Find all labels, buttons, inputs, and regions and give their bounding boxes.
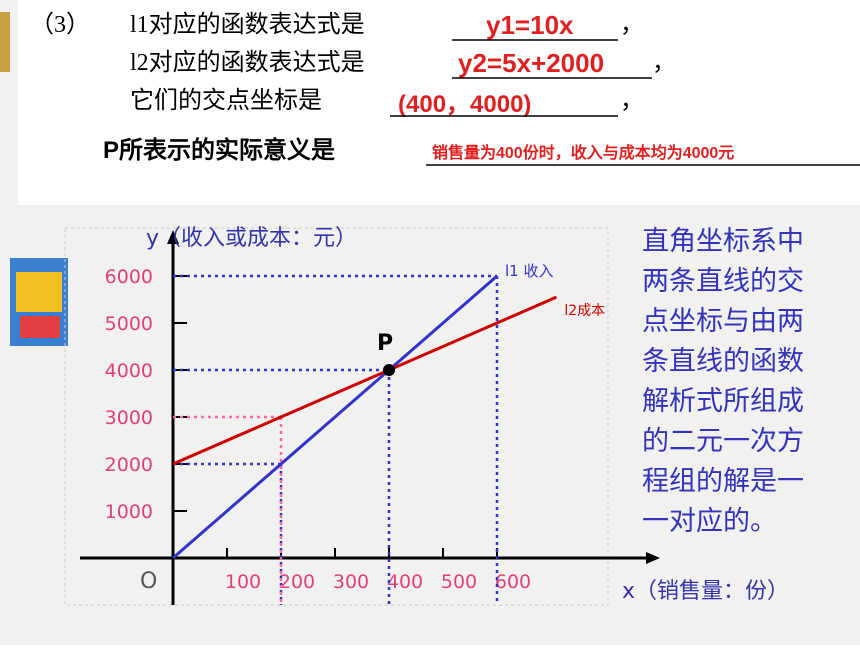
note-line: 直角坐标系中 [642, 226, 804, 257]
y-tick-label: 5000 [105, 313, 153, 335]
question-text: l1对应的函数表达式是 [130, 11, 365, 38]
series-label: l1 收入 [505, 262, 553, 280]
x-tick-label: 200 [279, 571, 315, 593]
decoration [0, 12, 10, 72]
x-tick-label: 400 [387, 571, 423, 593]
question-text: l2对应的函数表达式是 [130, 49, 365, 76]
question-number: （3） [30, 12, 90, 38]
answer: y1=10x [486, 10, 574, 40]
note-line: 两条直线的交 [642, 266, 804, 297]
question-box [18, 0, 860, 205]
y-axis-arrow [167, 230, 179, 244]
x-tick-label: 500 [441, 571, 477, 593]
cube-image [10, 258, 68, 346]
note-line: 解析式所组成 [642, 386, 804, 417]
origin-label: O [140, 569, 157, 594]
point-label: P [377, 331, 393, 356]
note-line: 条直线的函数 [642, 346, 804, 377]
chart-frame [64, 227, 609, 606]
note-line: 的二元一次方 [642, 426, 804, 457]
question-text: 它们的交点坐标是 [130, 87, 322, 114]
y-tick-label: 3000 [105, 407, 153, 429]
series-line [172, 295, 557, 466]
note-line: 程组的解是一 [642, 466, 804, 497]
y-tick-label: 1000 [105, 501, 153, 523]
answer: (400，4000) [398, 91, 531, 118]
separator: ， [620, 88, 644, 114]
y-tick-label: 2000 [105, 454, 153, 476]
intersection-point [383, 364, 395, 376]
x-axis-label: x（销售量：份） [622, 579, 789, 604]
question-text: P所表示的实际意义是 [103, 136, 335, 164]
answer: y2=5x+2000 [458, 48, 604, 78]
y-axis-label: y（收入或成本：元） [146, 226, 357, 251]
x-tick-label: 100 [225, 571, 261, 593]
y-tick-label: 6000 [105, 266, 153, 288]
series-line [172, 274, 498, 560]
note-line: 一对应的。 [642, 506, 777, 537]
separator: ， [620, 12, 644, 38]
separator: ， [652, 50, 676, 76]
x-tick-label: 600 [495, 571, 531, 593]
answer: 销售量为400份时，收入与成本均为4000元 [432, 143, 734, 162]
y-tick-label: 4000 [105, 360, 153, 382]
x-axis-arrow [646, 552, 660, 564]
note-line: 点坐标与由两 [642, 306, 804, 337]
x-tick-label: 300 [333, 571, 369, 593]
series-label: l2成本 [564, 303, 605, 319]
